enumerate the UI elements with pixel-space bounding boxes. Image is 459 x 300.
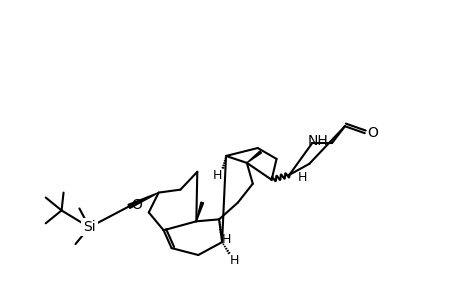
Text: H: H xyxy=(230,254,239,267)
Polygon shape xyxy=(128,193,158,208)
Text: H: H xyxy=(297,171,306,184)
Text: O: O xyxy=(367,126,378,140)
Text: H: H xyxy=(222,233,231,246)
Polygon shape xyxy=(196,202,203,221)
Text: Si: Si xyxy=(83,220,95,234)
Text: O: O xyxy=(131,199,141,212)
Text: NH: NH xyxy=(307,134,327,148)
Polygon shape xyxy=(246,151,261,163)
Text: H: H xyxy=(212,169,222,182)
